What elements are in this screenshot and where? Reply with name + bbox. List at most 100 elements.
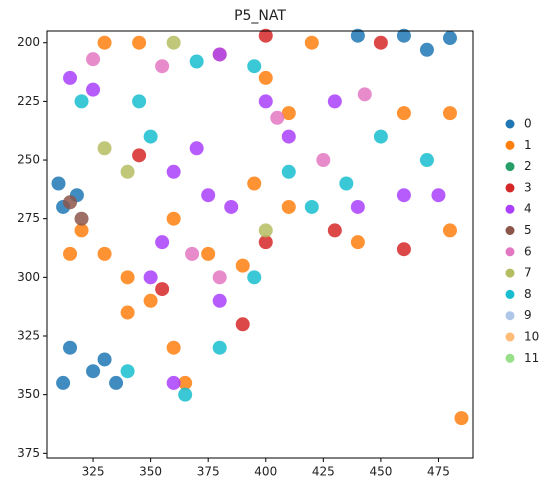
point bbox=[132, 35, 147, 50]
point bbox=[74, 94, 89, 109]
point bbox=[178, 387, 193, 402]
point bbox=[281, 164, 296, 179]
point bbox=[189, 54, 204, 69]
point bbox=[178, 375, 193, 390]
point bbox=[270, 110, 285, 125]
point bbox=[442, 106, 457, 121]
point bbox=[350, 235, 365, 250]
legend-marker bbox=[505, 226, 515, 235]
point bbox=[396, 242, 411, 257]
point bbox=[350, 28, 365, 43]
point bbox=[281, 106, 296, 121]
point bbox=[247, 176, 262, 191]
point bbox=[258, 28, 273, 43]
y-tick-label: 300 bbox=[17, 270, 40, 284]
point bbox=[442, 223, 457, 238]
legend-label: 5 bbox=[524, 223, 532, 237]
y-tick-label: 250 bbox=[17, 153, 40, 167]
point bbox=[339, 176, 354, 191]
point bbox=[97, 352, 112, 367]
point bbox=[166, 35, 181, 50]
point bbox=[166, 164, 181, 179]
point bbox=[143, 270, 158, 285]
point bbox=[185, 246, 200, 261]
point bbox=[97, 246, 112, 261]
point bbox=[120, 164, 135, 179]
point bbox=[235, 317, 250, 332]
legend-marker bbox=[505, 119, 515, 129]
point bbox=[166, 340, 181, 355]
point bbox=[431, 188, 446, 203]
point bbox=[143, 129, 158, 144]
point bbox=[63, 340, 78, 355]
y-tick-label: 225 bbox=[17, 94, 40, 108]
point bbox=[120, 270, 135, 285]
point bbox=[396, 188, 411, 203]
point bbox=[189, 141, 204, 156]
point bbox=[281, 199, 296, 214]
point bbox=[258, 235, 273, 250]
y-tick-label: 275 bbox=[17, 211, 40, 225]
legend-marker bbox=[505, 162, 515, 172]
point bbox=[373, 35, 388, 50]
point bbox=[396, 106, 411, 121]
point bbox=[86, 82, 101, 97]
legend-marker bbox=[505, 332, 515, 342]
x-tick-label: 350 bbox=[139, 465, 162, 479]
point bbox=[419, 153, 434, 168]
legend-marker bbox=[505, 183, 515, 193]
point bbox=[120, 364, 135, 379]
x-tick-label: 325 bbox=[82, 465, 105, 479]
point bbox=[56, 375, 71, 390]
x-tick-label: 400 bbox=[254, 465, 277, 479]
point bbox=[442, 31, 457, 46]
point bbox=[132, 148, 147, 163]
legend-marker bbox=[505, 289, 515, 299]
point bbox=[212, 340, 227, 355]
point bbox=[454, 411, 469, 426]
point bbox=[304, 199, 319, 214]
point bbox=[155, 282, 170, 297]
point bbox=[258, 70, 273, 85]
point bbox=[281, 129, 296, 144]
legend-label: 10 bbox=[524, 330, 539, 344]
point bbox=[51, 176, 66, 191]
y-tick-label: 350 bbox=[17, 387, 40, 401]
legend-label: 8 bbox=[524, 287, 532, 301]
point bbox=[258, 223, 273, 238]
point bbox=[155, 235, 170, 250]
point bbox=[212, 47, 227, 62]
point bbox=[357, 87, 372, 102]
legend-label: 6 bbox=[524, 244, 532, 258]
point bbox=[166, 375, 181, 390]
point bbox=[74, 211, 89, 226]
y-tick-label: 325 bbox=[17, 329, 40, 343]
point bbox=[166, 211, 181, 226]
point bbox=[350, 199, 365, 214]
point bbox=[74, 223, 89, 238]
legend-label: 11 bbox=[524, 351, 539, 365]
point bbox=[212, 293, 227, 308]
point bbox=[201, 246, 216, 261]
point bbox=[247, 59, 262, 74]
x-tick-label: 425 bbox=[312, 465, 335, 479]
point bbox=[327, 94, 342, 109]
point bbox=[86, 364, 101, 379]
point bbox=[63, 70, 78, 85]
chart-title: P5_NAT bbox=[234, 8, 286, 24]
legend-label: 0 bbox=[524, 117, 532, 131]
point bbox=[201, 188, 216, 203]
x-tick-label: 375 bbox=[197, 465, 220, 479]
point bbox=[396, 28, 411, 43]
legend-label: 4 bbox=[524, 202, 532, 216]
legend-label: 2 bbox=[524, 159, 532, 173]
point bbox=[143, 293, 158, 308]
legend-marker bbox=[505, 140, 515, 150]
point bbox=[109, 375, 124, 390]
legend-marker bbox=[505, 353, 515, 363]
point bbox=[86, 52, 101, 67]
point bbox=[258, 94, 273, 109]
point bbox=[304, 35, 319, 50]
